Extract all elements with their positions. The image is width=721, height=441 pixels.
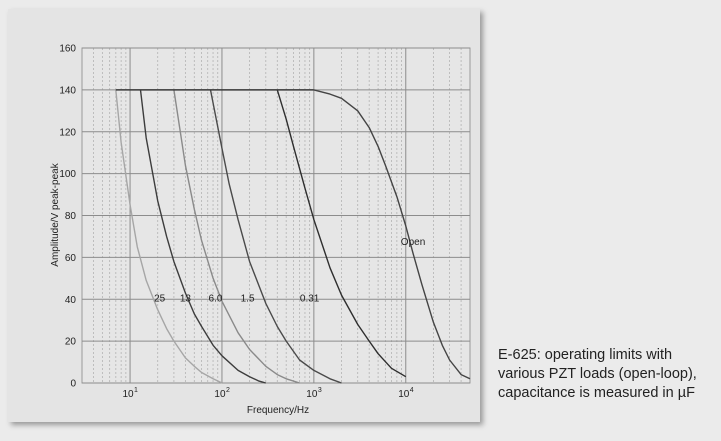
series-line-1-5: [209, 89, 342, 384]
curve-label: 25: [154, 293, 166, 304]
x-axis-ticks: 10 1 10 2 10 3 10 4: [122, 387, 413, 400]
curve-label: 6.0: [209, 293, 223, 304]
series-line-open: [313, 89, 471, 380]
y-tick-label: 140: [59, 85, 76, 96]
curve-labels: 25 13 6.0 1.5 0.31 Open: [154, 237, 425, 305]
curve-label: 13: [180, 293, 192, 304]
y-tick-label: 0: [70, 379, 76, 390]
x-tick-base: 10: [122, 389, 134, 400]
y-tick-label: 60: [65, 253, 77, 264]
y-tick-label: 40: [65, 295, 77, 306]
x-tick-label: 10 1: [122, 387, 138, 400]
y-tick-label: 160: [59, 44, 76, 55]
series-line-0-31: [276, 89, 407, 378]
x-tick-label: 10 3: [306, 387, 322, 400]
x-tick-label: 10 2: [214, 387, 230, 400]
y-tick-label: 80: [65, 211, 77, 222]
series-line-25: [115, 89, 223, 384]
y-axis-ticks: 0 20 40 60 80 100 120 140 160: [59, 44, 76, 390]
x-tick-exponent: 3: [318, 387, 322, 394]
series-line-6-0: [173, 89, 300, 384]
chart-panel: 25 13 6.0 1.5 0.31 Open 0 20 40 60 80 100 120 140 160…: [8, 9, 480, 422]
y-tick-label: 100: [59, 169, 76, 180]
curve-label: 1.5: [241, 293, 255, 304]
x-tick-exponent: 4: [410, 387, 414, 394]
series-line-13: [139, 89, 266, 384]
grid: [82, 47, 470, 384]
y-tick-label: 20: [65, 337, 77, 348]
x-tick-label: 10 4: [398, 387, 414, 400]
x-axis-title: Frequency/Hz: [247, 405, 309, 416]
y-axis-title: Amplitude/V peak-peak: [50, 162, 61, 266]
x-tick-exponent: 1: [134, 387, 138, 394]
x-tick-base: 10: [398, 389, 410, 400]
curve-label: Open: [401, 237, 425, 248]
curve-label: 0.31: [300, 293, 320, 304]
curves: [115, 89, 471, 384]
figure-caption: E-625: operating limits with various PZT…: [498, 347, 697, 401]
x-tick-exponent: 2: [226, 387, 230, 394]
x-tick-base: 10: [306, 389, 318, 400]
y-tick-label: 120: [59, 127, 76, 138]
x-tick-base: 10: [214, 389, 226, 400]
